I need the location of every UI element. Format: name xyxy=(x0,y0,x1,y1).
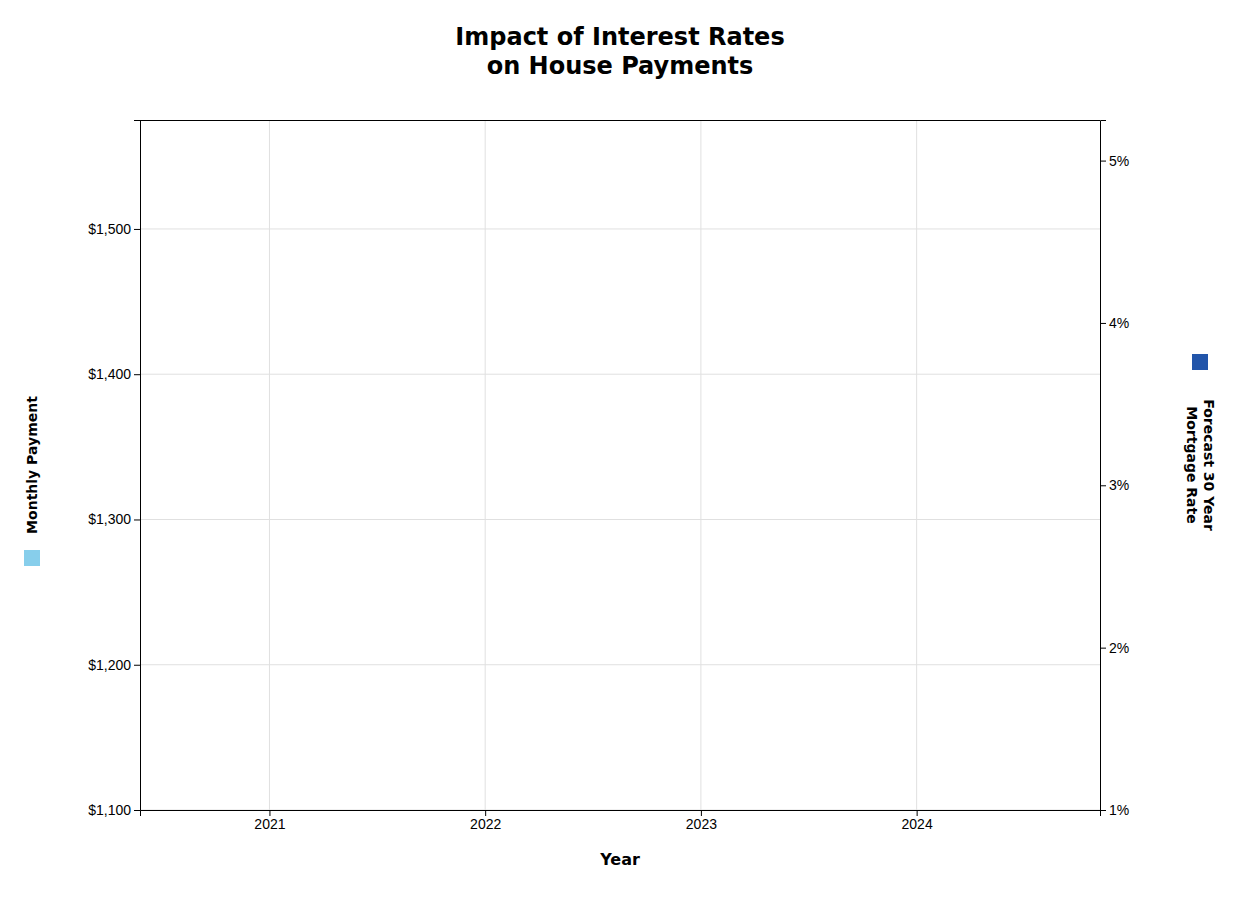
grid-line-x xyxy=(269,120,270,810)
tick-mark xyxy=(1100,810,1106,811)
tick-mark xyxy=(134,519,140,520)
plot-frame xyxy=(140,120,1100,121)
title: Impact of Interest Rateson House Payment… xyxy=(455,23,784,80)
tick-mark xyxy=(1100,161,1106,162)
tick-label: 4% xyxy=(1109,315,1129,331)
legend-label: Forecast 30 YearMortgage Rate xyxy=(1184,399,1217,531)
tick: $1,500 xyxy=(88,221,140,237)
tick: 2% xyxy=(1100,640,1129,656)
grid-line-y xyxy=(140,374,1100,375)
legend-swatch xyxy=(1192,354,1208,370)
grid-line-y xyxy=(140,664,1100,665)
tick-label: $1,300 xyxy=(88,511,131,527)
tick-label: 2021 xyxy=(254,816,285,832)
tick: 4% xyxy=(1100,315,1129,331)
tick: 1% xyxy=(1100,802,1129,818)
y-axis: $1,100 $1,200 $1,300 $1,400 $1,500 xyxy=(88,121,140,818)
tick-label: $1,500 xyxy=(88,221,131,237)
x-axis: 2021 2022 2023 2024 xyxy=(141,810,1101,832)
grid-line-x xyxy=(485,120,486,810)
tick-mark xyxy=(1100,485,1106,486)
tick: 2022 xyxy=(470,810,501,832)
chart: 2021 2022 2023 2024 $1,100 $1,200 $1,300 $1,400… xyxy=(0,0,1250,900)
tick: 2021 xyxy=(254,810,285,832)
tick: 3% xyxy=(1100,477,1129,493)
x-axis-label: Year xyxy=(599,850,640,869)
tick-label: $1,100 xyxy=(88,802,131,818)
grid-line-y xyxy=(140,228,1100,229)
grid-line-x xyxy=(916,120,917,810)
axis-line xyxy=(134,121,141,811)
tick: $1,300 xyxy=(88,511,140,527)
legend-swatch xyxy=(24,550,40,566)
tick-mark xyxy=(1100,648,1106,649)
tick-label: $1,400 xyxy=(88,366,131,382)
tick: $1,400 xyxy=(88,366,140,382)
tick: 2024 xyxy=(902,810,933,832)
tick-label: 5% xyxy=(1109,153,1129,169)
tick: $1,100 xyxy=(88,802,140,818)
tick-label: 1% xyxy=(1109,802,1129,818)
axis-line xyxy=(1101,121,1107,811)
tick-label: $1,200 xyxy=(88,657,131,673)
tick: 5% xyxy=(1100,153,1129,169)
tick-mark xyxy=(1100,323,1106,324)
grid xyxy=(140,120,1100,810)
tick-label: 2% xyxy=(1109,640,1129,656)
grid-line-x xyxy=(700,120,701,810)
legend-item: Forecast 30 YearMortgage Rate xyxy=(1184,354,1217,531)
tick-label: 2023 xyxy=(686,816,717,832)
tick-mark xyxy=(134,665,140,666)
tick: 2023 xyxy=(686,810,717,832)
y2-axis: 1% 2% 3% 4% 5% xyxy=(1100,121,1129,818)
tick: $1,200 xyxy=(88,657,140,673)
tick-label: 3% xyxy=(1109,477,1129,493)
tick-label: 2022 xyxy=(470,816,501,832)
grid-line-y xyxy=(140,519,1100,520)
tick-mark xyxy=(134,810,140,811)
tick-label: 2024 xyxy=(902,816,933,832)
legend-item: Monthly Payment xyxy=(24,396,40,566)
legend-label: Monthly Payment xyxy=(24,396,40,534)
tick-mark xyxy=(134,374,140,375)
tick-mark xyxy=(134,229,140,230)
